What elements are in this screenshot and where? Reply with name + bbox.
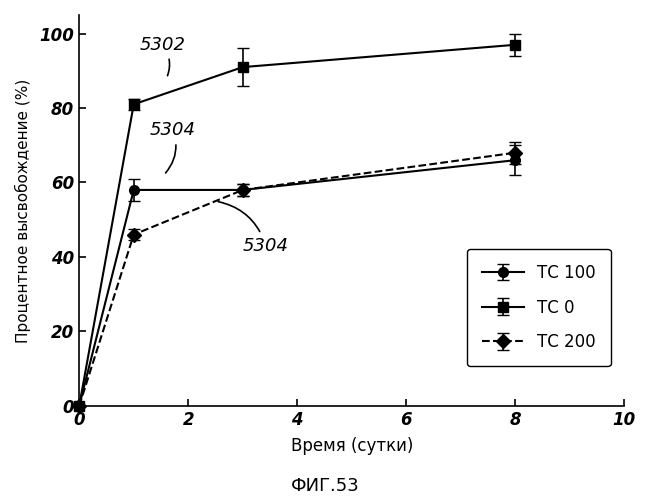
Text: 5302: 5302 (139, 36, 185, 76)
Legend: ТС 100, ТС 0, ТС 200: ТС 100, ТС 0, ТС 200 (467, 249, 611, 366)
Text: ФИГ.53: ФИГ.53 (291, 477, 360, 495)
Text: 5304: 5304 (218, 202, 289, 255)
X-axis label: Время (сутки): Время (сутки) (290, 437, 413, 455)
Y-axis label: Процентное высвобождение (%): Процентное высвобождение (%) (15, 78, 31, 342)
Text: 5304: 5304 (150, 122, 196, 173)
